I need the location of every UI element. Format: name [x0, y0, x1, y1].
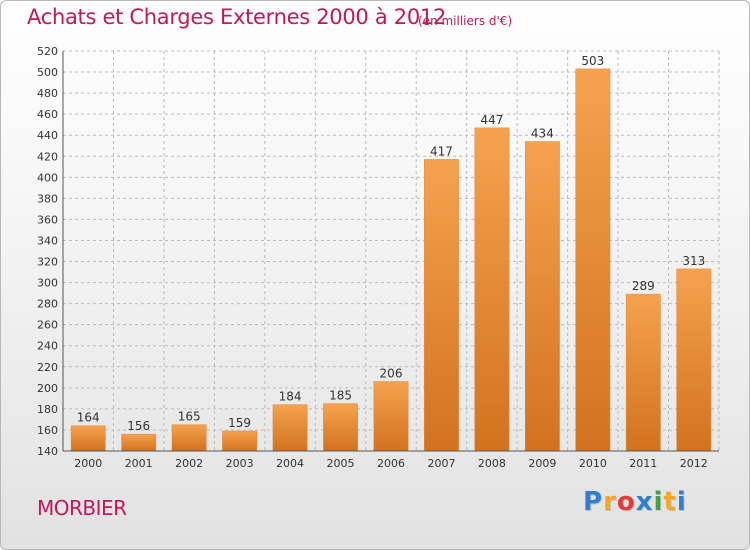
- y-tick-label: 260: [37, 319, 58, 332]
- bar-value-label: 156: [127, 419, 150, 433]
- y-tick-label: 440: [37, 129, 58, 142]
- y-tick-label: 360: [37, 213, 58, 226]
- x-tick-label: 2011: [629, 457, 657, 470]
- x-tick-label: 2012: [680, 457, 708, 470]
- y-tick-label: 340: [37, 234, 58, 247]
- y-tick-label: 400: [37, 171, 58, 184]
- chart-unit: (en milliers d'€): [418, 14, 513, 28]
- brand-letter: o: [616, 487, 636, 517]
- bar: [575, 68, 611, 452]
- x-tick-label: 2005: [327, 457, 355, 470]
- bar: [272, 404, 308, 452]
- bar-value-label: 503: [581, 54, 604, 68]
- x-tick-label: 2009: [528, 457, 556, 470]
- brand-letter: r: [603, 487, 617, 517]
- y-tick-label: 460: [37, 108, 58, 121]
- bar-value-label: 165: [178, 410, 201, 424]
- y-tick-label: 180: [37, 403, 58, 416]
- bar: [524, 141, 560, 452]
- bar: [222, 430, 258, 452]
- bar: [625, 293, 661, 452]
- bar-value-label: 417: [430, 144, 453, 158]
- bar: [373, 381, 409, 452]
- y-tick-label: 380: [37, 192, 58, 205]
- brand-letter: P: [583, 487, 604, 517]
- y-tick-label: 520: [37, 45, 58, 58]
- x-tick-label: 2002: [175, 457, 203, 470]
- x-tick-label: 2000: [74, 457, 102, 470]
- bar: [474, 127, 510, 452]
- bar-value-label: 206: [380, 367, 403, 381]
- bar-value-label: 184: [279, 390, 302, 404]
- y-tick-label: 140: [37, 445, 58, 458]
- bar: [424, 159, 459, 452]
- y-tick-label: 200: [37, 382, 58, 395]
- bar-value-label: 185: [329, 389, 352, 403]
- y-tick-label: 320: [37, 256, 58, 269]
- bar-value-label: 159: [228, 416, 251, 430]
- y-tick-label: 480: [37, 87, 58, 100]
- x-tick-label: 2001: [125, 457, 153, 470]
- x-tick-label: 2007: [427, 457, 455, 470]
- chart-title: Achats et Charges Externes 2000 à 2012: [27, 5, 447, 29]
- bar: [171, 424, 207, 452]
- bar: [676, 268, 712, 452]
- bar-value-label: 289: [632, 279, 655, 293]
- y-tick-label: 500: [37, 66, 58, 79]
- y-tick-label: 300: [37, 277, 58, 290]
- y-tick-label: 420: [37, 150, 58, 163]
- y-tick-label: 160: [37, 424, 58, 437]
- brand-letter: i: [676, 487, 687, 517]
- y-tick-label: 220: [37, 361, 58, 374]
- x-tick-label: 2003: [226, 457, 254, 470]
- x-tick-label: 2008: [478, 457, 506, 470]
- brand-letter: i: [653, 487, 664, 517]
- brand-letter: x: [635, 487, 654, 517]
- place-name: MORBIER: [37, 496, 127, 520]
- bar: [323, 403, 358, 452]
- bar-value-label: 447: [480, 113, 503, 127]
- y-tick-label: 240: [37, 340, 58, 353]
- bar-value-label: 164: [77, 411, 100, 425]
- bar: [121, 433, 157, 452]
- x-tick-label: 2006: [377, 457, 405, 470]
- bar: [70, 425, 106, 452]
- brand-letter: t: [663, 487, 677, 517]
- y-tick-label: 280: [37, 298, 58, 311]
- bar-value-label: 434: [531, 127, 554, 141]
- x-tick-label: 2004: [276, 457, 304, 470]
- x-tick-label: 2010: [579, 457, 607, 470]
- bar-value-label: 313: [682, 254, 705, 268]
- brand-logo: Proxiti: [583, 487, 687, 517]
